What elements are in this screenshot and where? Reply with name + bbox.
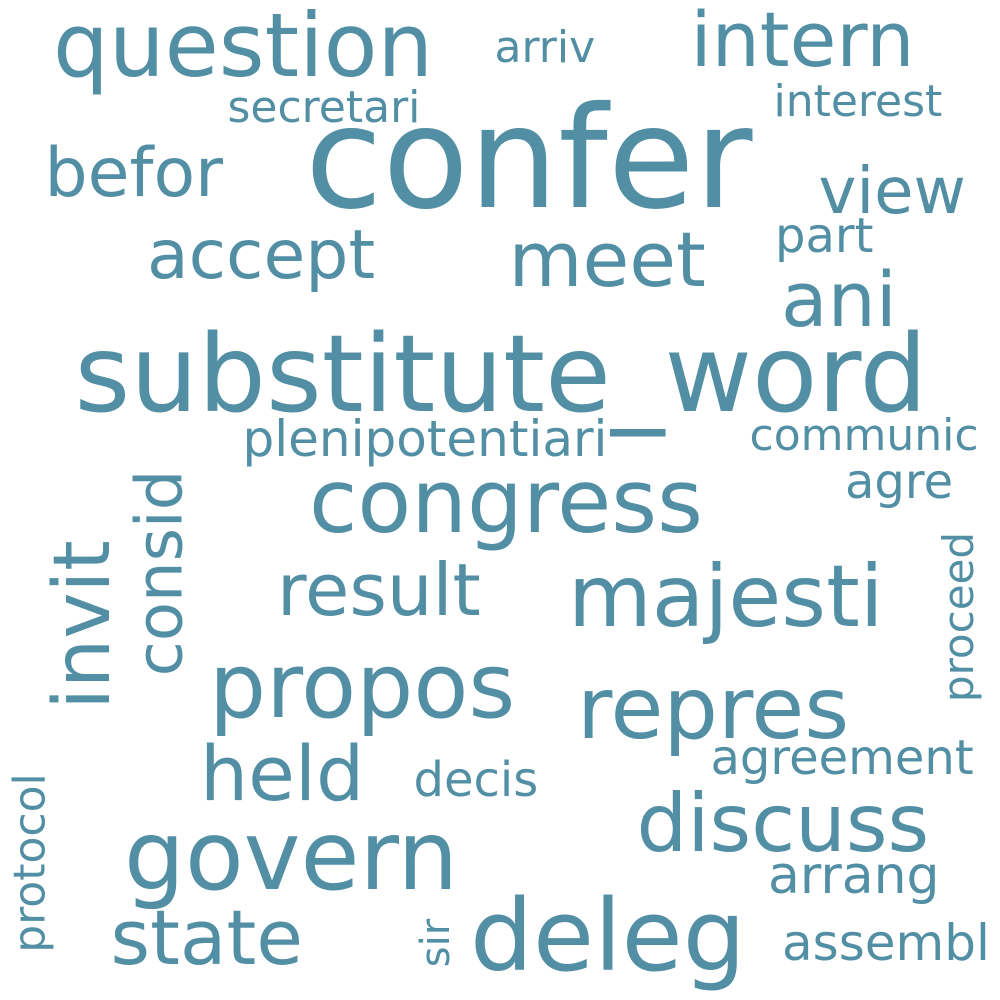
word-consid: consid <box>122 469 197 677</box>
word-protocol: protocol <box>4 773 56 953</box>
word-befor: befor <box>44 134 224 213</box>
word-intern: intern <box>690 0 915 84</box>
word-part: part <box>775 208 874 264</box>
word-result: result <box>277 548 481 632</box>
word-assembl: assembl <box>782 914 990 972</box>
word-agreement: agreement <box>710 730 974 786</box>
word-state: state <box>110 893 304 982</box>
word-view: view <box>818 155 966 229</box>
word-sir: sir <box>413 918 460 968</box>
word-secretari: secretari <box>227 82 421 133</box>
word-accept: accept <box>147 216 376 295</box>
word-deleg: deleg <box>470 878 746 994</box>
word-discuss: discuss <box>636 777 930 870</box>
word-agre: agre <box>845 454 954 510</box>
word-govern: govern <box>124 800 459 912</box>
word-proceed: proceed <box>934 531 984 703</box>
word-ani: ani <box>781 255 897 344</box>
word-arrang: arrang <box>768 846 940 906</box>
word-arriv: arriv <box>494 22 596 73</box>
word-communic: communic <box>749 410 979 461</box>
word-invit: invit <box>37 540 128 710</box>
word-confer: confer <box>305 77 753 241</box>
word-substitute-word: substitute_word <box>74 313 928 437</box>
word-meet: meet <box>508 215 706 304</box>
word-congress: congress <box>309 450 703 553</box>
word-propos: propos <box>209 634 516 739</box>
word-majesti: majesti <box>568 547 884 647</box>
word-decis: decis <box>413 752 539 808</box>
word-plenipotentiari: plenipotentiari <box>242 410 608 468</box>
word-question: question <box>53 0 434 97</box>
word-held: held <box>200 729 365 818</box>
word-interest: interest <box>773 76 943 127</box>
word-repres: repres <box>577 659 850 759</box>
